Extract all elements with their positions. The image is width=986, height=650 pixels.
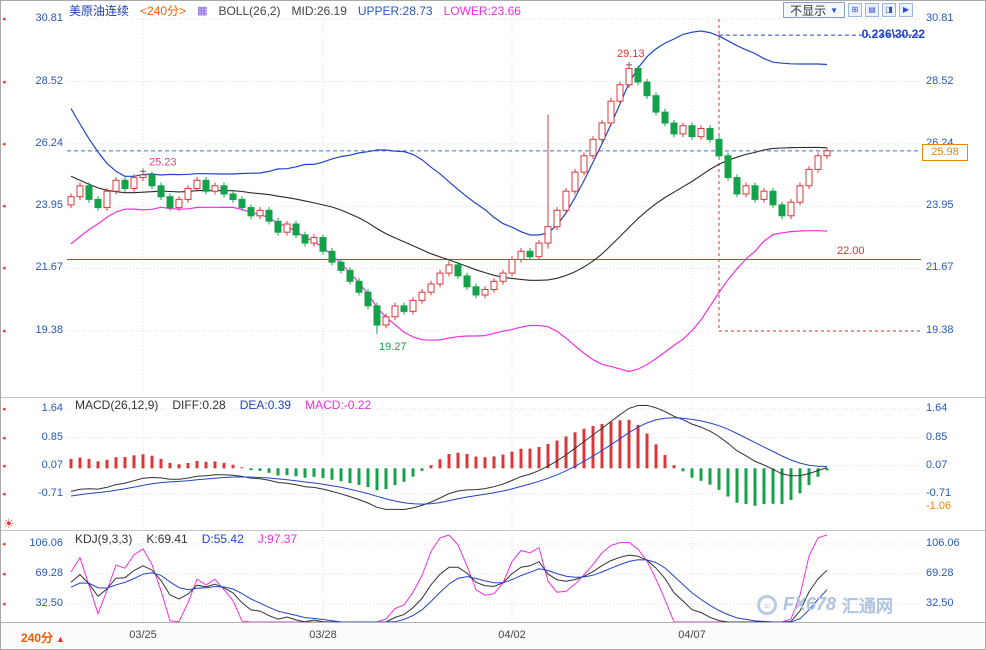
alert-line-label: 22.00 [837, 245, 865, 257]
date-label: 04/07 [678, 629, 706, 641]
axis-tick-icon: ◂ [2, 140, 6, 148]
kdj-k-value: K:69.41 [146, 532, 188, 546]
y-axis-label: 21.67 [35, 261, 63, 274]
boll-label: BOLL(26,2) [218, 3, 281, 18]
date-label: 03/28 [309, 629, 337, 641]
panel-view-icon[interactable]: ▤ [865, 3, 879, 17]
price-annotation: 25.23 [149, 156, 177, 168]
y-axis-label: 0.85 [926, 430, 948, 443]
macd-dea-value: DEA:0.39 [239, 398, 292, 412]
kdj-header: KDJ(9,3,3) K:69.41 D:55.42 J:97.37 [75, 532, 297, 546]
y-axis-label: 23.95 [926, 199, 954, 212]
y-axis-label: -0.71 [926, 487, 952, 499]
split-view-icon[interactable]: ◨ [882, 3, 896, 17]
date-label: 04/02 [498, 629, 526, 641]
current-price-badge: 25.98 [922, 144, 968, 161]
y-axis-label: 32.50 [35, 597, 63, 609]
time-axis-bar: 240分 ▲ 03/25 03/28 04/02 04/07 [1, 622, 985, 649]
axis-tick-icon: ◂ [2, 406, 6, 413]
boll-lower-value: LOWER:23.66 [443, 3, 521, 18]
axis-tick-icon: ◂ [2, 78, 6, 86]
timeframe-label[interactable]: 240分 ▲ [21, 631, 65, 645]
kdj-label: KDJ(9,3,3) [75, 532, 133, 546]
fibonacci-level-label: 0.236\30.22 [861, 27, 925, 41]
axis-tick-icon: ◂ [2, 16, 6, 23]
date-label: 03/25 [129, 629, 157, 641]
axis-tick-icon: ◂ [2, 434, 6, 442]
price-annotation: 29.13 [617, 48, 645, 60]
axis-tick-icon: ◂ [2, 265, 6, 273]
y-axis-label: 19.38 [35, 324, 63, 336]
y-axis-label: 69.28 [926, 567, 954, 579]
macd-label: MACD(26,12,9) [75, 398, 159, 412]
macd-header: MACD(26,12,9) DIFF:0.28 DEA:0.39 MACD:-0… [75, 398, 371, 412]
y-axis-label: 21.67 [926, 261, 954, 274]
expand-icon[interactable]: ▶ [899, 3, 913, 17]
y-axis-label: 28.52 [35, 74, 63, 87]
y-axis-label: -1.06 [926, 499, 952, 512]
y-axis-label: 0.07 [41, 458, 63, 471]
y-axis-label: 26.24 [35, 136, 63, 149]
axis-tick-icon: ◂ [2, 571, 6, 578]
boll-mid-value: MID:26.19 [291, 3, 347, 18]
y-axis-label: 1.64 [41, 402, 63, 414]
axis-tick-icon: ◂ [2, 541, 6, 548]
chevron-down-icon: ▼ [830, 5, 838, 15]
macd-macd-value: MACD:-0.22 [305, 398, 372, 412]
fx678-logo-icon: ≈ [757, 594, 777, 615]
kdj-d-value: D:55.42 [201, 532, 244, 546]
axis-tick-icon: ◂ [2, 203, 6, 211]
indicator-icon: ▦ [197, 5, 208, 17]
y-axis-label: 32.50 [926, 597, 954, 609]
watermark-brand: FX678 [783, 594, 837, 614]
y-axis-label: 28.52 [926, 74, 954, 87]
y-axis-label: -0.71 [37, 487, 63, 499]
y-axis-label: 69.28 [35, 567, 63, 579]
y-axis-label: 106.06 [926, 537, 960, 549]
y-axis-label: 19.38 [926, 324, 954, 336]
axis-tick-icon: ◂ [2, 601, 6, 608]
macd-diff-value: DIFF:0.28 [172, 398, 226, 412]
indicator-settings-icon[interactable]: ☀ [3, 516, 15, 531]
display-toggle-label: 不显示 [790, 3, 827, 18]
symbol-title: 美原油连续 [69, 4, 130, 18]
y-axis-label: 30.81 [35, 12, 63, 24]
boll-upper-value: UPPER:28.73 [357, 3, 433, 18]
y-axis-label: 1.64 [926, 402, 948, 414]
watermark: ≈ FX678 汇通网 [757, 592, 893, 617]
axis-tick-icon: ◂ [2, 462, 6, 470]
period-label[interactable]: <240分> [140, 4, 187, 18]
display-toggle-button[interactable]: 不显示 ▼ [783, 2, 845, 18]
axis-tick-icon: ◂ [2, 328, 6, 335]
y-axis-label: 30.81 [926, 12, 954, 24]
price-annotation: 19.27 [379, 341, 407, 353]
kdj-j-value: J:97.37 [257, 532, 298, 546]
chart-header: 美原油连续 <240分> ▦ BOLL(26,2) MID:26.19 UPPE… [69, 2, 521, 19]
y-axis-label: 0.85 [41, 430, 63, 443]
y-axis-label: 0.07 [926, 458, 948, 471]
window-controls: 不显示 ▼ ⊞ ▤ ◨ ▶ [783, 2, 913, 18]
grid-view-icon[interactable]: ⊞ [848, 3, 862, 17]
axis-tick-icon: ◂ [2, 491, 6, 498]
y-axis-label: 23.95 [35, 199, 63, 212]
up-arrow-icon: ▲ [56, 634, 65, 644]
watermark-site: 汇通网 [842, 597, 894, 616]
y-axis-label: 106.06 [29, 537, 63, 549]
